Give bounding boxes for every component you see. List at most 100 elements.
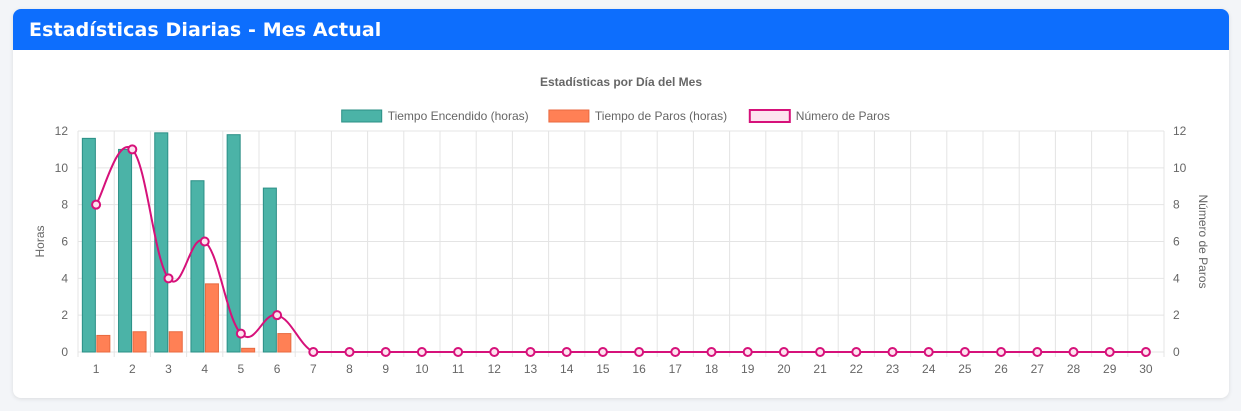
y2-tick-label: 6: [1173, 235, 1180, 249]
y-tick-label: 0: [61, 345, 68, 359]
point-numero-paros-day-17: [670, 347, 681, 357]
point-numero-paros-day-22: [851, 347, 862, 357]
legend-label: Tiempo Encendido (horas): [388, 109, 529, 123]
x-tick-label: 1: [93, 362, 100, 376]
point-numero-paros-day-7: [308, 347, 319, 357]
point-numero-paros-day-25: [959, 347, 970, 357]
chart-title: Estadísticas por Día del Mes: [540, 75, 702, 89]
x-tick-label: 22: [850, 362, 864, 376]
x-tick-label: 3: [165, 362, 172, 376]
point-numero-paros-day-10: [416, 347, 427, 357]
statistics-card: Estadísticas Diarias - Mes Actual Estadí…: [13, 9, 1229, 398]
bar-tiempo-paros-day-1: [96, 334, 111, 353]
bar-tiempo-encendido-day-5: [226, 134, 241, 353]
y2-tick-label: 2: [1173, 308, 1180, 322]
x-tick-label: 12: [488, 362, 502, 376]
bar-tiempo-paros-day-2: [132, 331, 147, 353]
y-axis-label: Horas: [33, 225, 47, 257]
bar-tiempo-paros-day-4: [204, 283, 219, 353]
y2-tick-label: 8: [1173, 198, 1180, 212]
point-numero-paros-day-19: [742, 347, 753, 357]
x-tick-label: 10: [415, 362, 429, 376]
point-numero-paros-day-27: [1032, 347, 1043, 357]
y2-tick-label: 4: [1173, 271, 1180, 285]
x-tick-label: 26: [994, 362, 1008, 376]
point-numero-paros-day-4: [199, 236, 210, 247]
x-tick-label: 8: [346, 362, 353, 376]
bar-tiempo-encendido-day-4: [190, 180, 205, 353]
point-numero-paros-day-8: [344, 347, 355, 357]
bar-tiempo-encendido-day-1: [81, 137, 96, 353]
y2-axis-label: Número de Paros: [1196, 194, 1210, 288]
x-tick-label: 25: [958, 362, 972, 376]
y-tick-label: 10: [55, 161, 69, 175]
y2-tick-label: 12: [1173, 124, 1187, 138]
legend-label: Tiempo de Paros (horas): [595, 109, 727, 123]
legend-item-numero-paros: Número de Paros: [748, 109, 890, 123]
card-title: Estadísticas Diarias - Mes Actual: [29, 18, 382, 41]
bar-tiempo-paros-day-6: [277, 333, 292, 353]
point-numero-paros-day-29: [1104, 347, 1115, 357]
point-numero-paros-day-21: [815, 347, 826, 357]
y-tick-label: 4: [61, 271, 68, 285]
y-tick-label: 2: [61, 308, 68, 322]
point-numero-paros-day-30: [1140, 347, 1151, 357]
x-tick-label: 5: [238, 362, 245, 376]
card-header: Estadísticas Diarias - Mes Actual: [13, 9, 1229, 50]
point-numero-paros-day-5: [235, 328, 246, 339]
bar-tiempo-paros-day-5: [241, 347, 256, 353]
x-tick-label: 29: [1103, 362, 1117, 376]
x-tick-label: 7: [310, 362, 317, 376]
x-tick-label: 28: [1067, 362, 1081, 376]
point-numero-paros-day-2: [127, 144, 138, 155]
point-numero-paros-day-11: [453, 347, 464, 357]
x-tick-label: 30: [1139, 362, 1153, 376]
x-tick-label: 23: [886, 362, 900, 376]
bar-tiempo-encendido-day-2: [118, 148, 133, 353]
x-tick-label: 2: [129, 362, 136, 376]
point-numero-paros-day-28: [1068, 347, 1079, 357]
x-tick-label: 15: [596, 362, 610, 376]
x-tick-label: 16: [632, 362, 646, 376]
x-tick-label: 6: [274, 362, 281, 376]
point-numero-paros-day-16: [634, 347, 645, 357]
y2-tick-label: 0: [1173, 345, 1180, 359]
y-tick-label: 12: [55, 124, 69, 138]
chart-grid: [77, 130, 1165, 357]
point-numero-paros-day-24: [923, 347, 934, 357]
y-tick-label: 8: [61, 198, 68, 212]
chart-bars: [81, 132, 292, 353]
x-tick-label: 18: [705, 362, 719, 376]
point-numero-paros-day-6: [272, 310, 283, 321]
x-tick-label: 21: [813, 362, 827, 376]
legend-swatch: [548, 109, 590, 123]
x-tick-label: 19: [741, 362, 755, 376]
bar-tiempo-encendido-day-3: [154, 132, 169, 353]
point-numero-paros-day-9: [380, 347, 391, 357]
legend-item-tiempo-paros: Tiempo de Paros (horas): [548, 109, 727, 123]
x-tick-label: 20: [777, 362, 791, 376]
chart-legend: Tiempo Encendido (horas) Tiempo de Paros …: [341, 109, 890, 123]
point-numero-paros-day-13: [525, 347, 536, 357]
daily-stats-chart: Estadísticas por Día del Mes Tiempo Ence…: [33, 75, 1210, 376]
point-numero-paros-day-12: [489, 347, 500, 357]
bar-tiempo-encendido-day-6: [262, 187, 277, 353]
legend-label: Número de Paros: [796, 109, 890, 123]
legend-item-tiempo-encendido: Tiempo Encendido (horas): [341, 109, 529, 123]
legend-swatch: [341, 109, 383, 123]
chart-container: Estadísticas por Día del Mes Tiempo Ence…: [13, 50, 1229, 398]
point-numero-paros-day-23: [887, 347, 898, 357]
point-numero-paros-day-3: [163, 273, 174, 284]
point-numero-paros-day-18: [706, 347, 717, 357]
x-tick-label: 17: [669, 362, 683, 376]
chart-line: [91, 144, 1151, 357]
y-tick-label: 6: [61, 235, 68, 249]
x-tick-label: 24: [922, 362, 936, 376]
legend-swatch: [748, 109, 791, 123]
point-numero-paros-day-14: [561, 347, 572, 357]
x-tick-label: 13: [524, 362, 538, 376]
bar-tiempo-paros-day-3: [168, 331, 183, 353]
y2-tick-label: 10: [1173, 161, 1187, 175]
point-numero-paros-day-20: [778, 347, 789, 357]
x-tick-label: 4: [201, 362, 208, 376]
